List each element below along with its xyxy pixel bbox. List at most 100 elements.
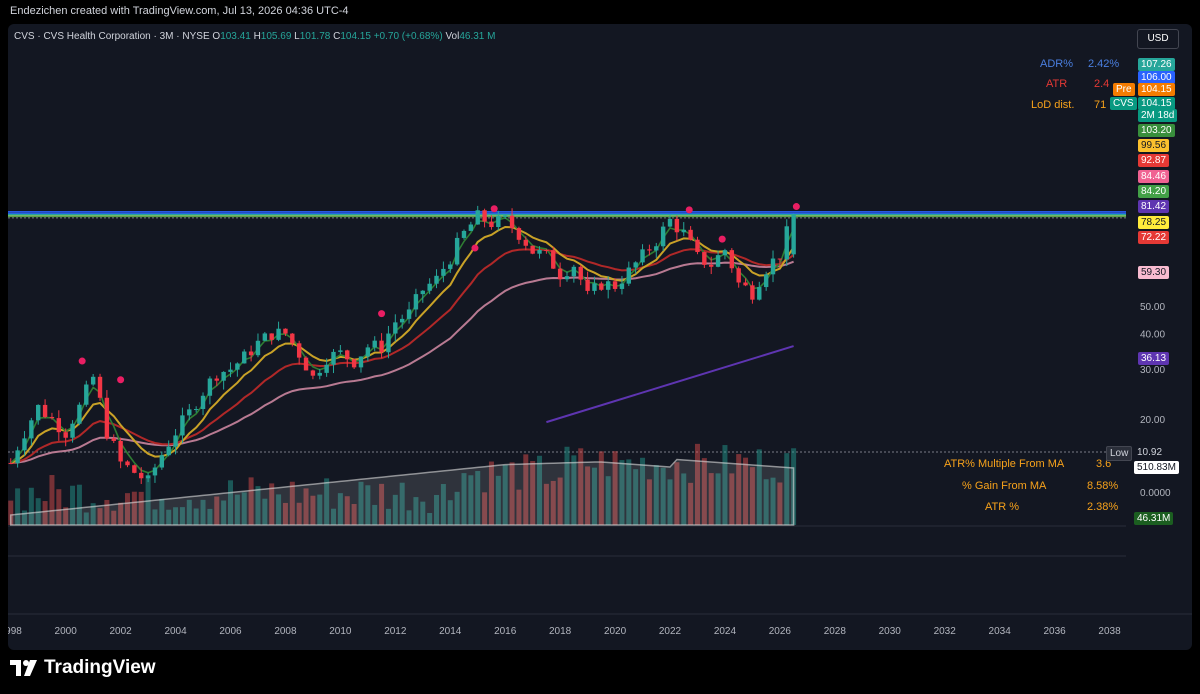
volume-bar xyxy=(447,500,453,525)
volume-bar xyxy=(241,492,247,525)
candle-body xyxy=(358,356,364,368)
volume-bar xyxy=(399,482,405,525)
volume-bar xyxy=(344,496,350,525)
volume-bar xyxy=(310,495,316,525)
open-value: 103.41 xyxy=(220,31,251,42)
candle-body xyxy=(228,369,233,372)
volume-bar xyxy=(138,491,144,525)
candle-body xyxy=(489,221,494,228)
candle-body xyxy=(8,462,13,464)
volume-bar xyxy=(605,476,611,525)
volume-bar xyxy=(131,491,137,525)
stat-gain-label: % Gain From MA xyxy=(962,480,1047,492)
volume-bar xyxy=(8,500,14,525)
candle-body xyxy=(509,215,515,229)
time-axis-tick-label: 2038 xyxy=(1098,626,1121,637)
price-axis-tick-label: 30.00 xyxy=(1140,365,1165,376)
volume-bar xyxy=(289,481,295,525)
volume-bar xyxy=(681,473,687,525)
open-label: O xyxy=(212,31,221,42)
volume-bar xyxy=(626,459,632,525)
price-tag: 36.13 xyxy=(1138,352,1170,365)
candle-body xyxy=(523,239,528,246)
volume-bar xyxy=(578,448,584,525)
volume-bar xyxy=(488,461,494,525)
candle-body xyxy=(125,461,130,466)
time-axis-tick-label: 2030 xyxy=(879,626,902,637)
candle-body xyxy=(132,465,137,473)
volume-bar xyxy=(276,494,282,525)
candle-body xyxy=(681,229,686,233)
time-axis-tick-label: 2000 xyxy=(55,626,78,637)
low-tag-label: Low xyxy=(1106,446,1133,461)
volume-bar xyxy=(104,499,110,525)
candle-body xyxy=(262,333,268,341)
volume-bar xyxy=(598,451,604,525)
symbol-legend[interactable]: CVS · CVS Health Corporation · 3M · NYSE… xyxy=(14,31,495,42)
price-tag: 99.56 xyxy=(1138,139,1170,152)
adr-label: ADR% xyxy=(1040,58,1074,70)
time-axis-tick-label: 2028 xyxy=(824,626,847,637)
price-tag-prefix: Pre xyxy=(1113,83,1135,96)
price-tag: 104.15 xyxy=(1138,97,1175,110)
price-tag-countdown: 2M 18d xyxy=(1138,109,1178,122)
chart-canvas[interactable]: 20.00 30.00 40.00 50.00 1998 2000 2002 2004 2006… xyxy=(8,24,1192,650)
volume-bar xyxy=(537,455,543,525)
price-axis-tick-label: 50.00 xyxy=(1140,302,1165,313)
time-axis-tick-label: 2036 xyxy=(1043,626,1066,637)
candle-body xyxy=(434,275,439,284)
volume-bar xyxy=(523,454,529,525)
time-axis-tick-label: 2014 xyxy=(439,626,462,637)
volume-bar xyxy=(715,473,721,525)
pivot-marker-dot xyxy=(685,206,693,214)
symbol-title[interactable]: CVS · CVS Health Corporation · 3M · NYSE xyxy=(14,31,210,42)
candle-body xyxy=(242,351,247,364)
pivot-marker-dot xyxy=(718,235,726,243)
volume-bar xyxy=(440,484,446,525)
time-axis-tick-label: 2022 xyxy=(659,626,682,637)
candle-body xyxy=(84,384,89,405)
candle-body xyxy=(42,404,48,417)
volume-bar xyxy=(406,510,412,525)
price-axis-tick-label: 20.00 xyxy=(1140,415,1165,426)
candle-body xyxy=(619,283,625,289)
candle-body xyxy=(571,266,577,277)
volume-bar xyxy=(234,494,240,525)
volume-bar xyxy=(749,467,755,525)
candle-body xyxy=(255,340,261,356)
volume-bar xyxy=(516,489,522,525)
candle-body xyxy=(15,450,20,464)
price-tag: 84.46 xyxy=(1138,170,1170,183)
volume-bar xyxy=(777,482,783,525)
volume-value: 46.31 M xyxy=(459,31,496,42)
pivot-marker-dot xyxy=(792,203,800,211)
candle-body xyxy=(461,230,467,238)
stat-atr-multiple-label: ATR% Multiple From MA xyxy=(944,458,1065,470)
chart-panel[interactable]: 20.00 30.00 40.00 50.00 1998 2000 2002 2004 2006… xyxy=(8,24,1192,650)
volume-bar xyxy=(729,473,735,525)
candle-body xyxy=(104,397,110,439)
candle-body xyxy=(551,250,556,269)
moving-average-long-line xyxy=(10,248,795,465)
volume-bar xyxy=(557,477,563,525)
volume-bar xyxy=(633,469,639,525)
volume-bar xyxy=(640,457,646,525)
tradingview-logo[interactable]: TradingView xyxy=(10,657,156,679)
currency-button[interactable]: USD xyxy=(1137,29,1179,49)
candle-body xyxy=(338,350,343,352)
volume-bar xyxy=(324,478,330,525)
candle-body xyxy=(331,351,336,365)
volume-bar xyxy=(612,451,618,525)
candle-body xyxy=(173,435,178,447)
price-tag: 72.22 xyxy=(1138,231,1170,244)
candle-body xyxy=(152,467,158,476)
volume-bar xyxy=(221,500,227,525)
candle-body xyxy=(214,378,219,381)
tradingview-brand: TradingView xyxy=(44,657,156,678)
time-axis-tick-label: 2024 xyxy=(714,626,737,637)
adr-value: 2.42% xyxy=(1088,58,1120,70)
volume-bar xyxy=(15,488,21,525)
volume-bar xyxy=(736,454,742,525)
candle-body xyxy=(585,279,590,291)
candle-body xyxy=(530,245,535,254)
